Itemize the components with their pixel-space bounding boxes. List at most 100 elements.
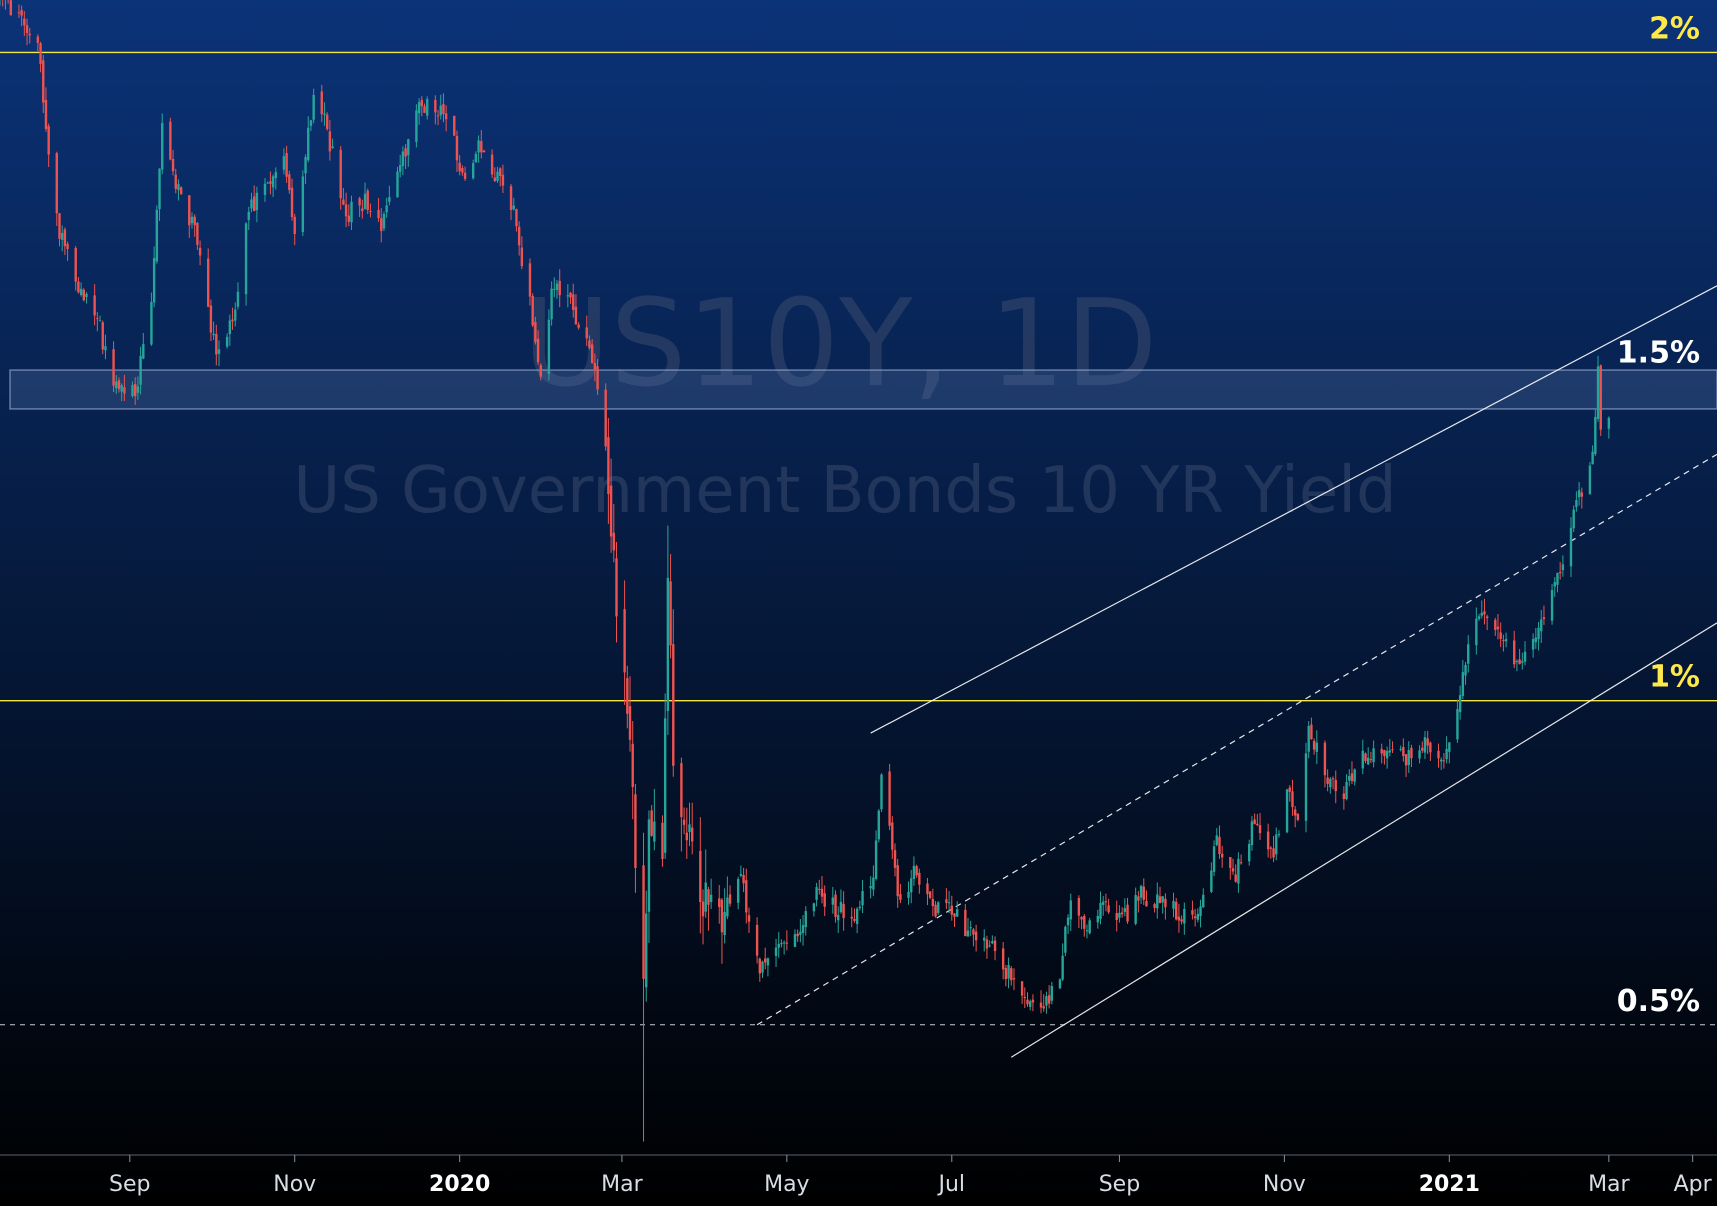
candle (1437, 743, 1440, 768)
candle (631, 720, 634, 820)
candle (1575, 491, 1578, 512)
candle (1193, 908, 1197, 927)
candle-body (912, 865, 916, 879)
candle (1004, 964, 1008, 987)
candle-body (1326, 777, 1329, 784)
candle-body (728, 894, 732, 904)
candle (255, 186, 259, 223)
candle-body (877, 810, 880, 840)
candle-body (993, 940, 997, 952)
candle-body (669, 581, 672, 646)
candle-body (266, 182, 269, 184)
candle (212, 321, 215, 341)
candle-body (177, 184, 180, 191)
candle (1137, 891, 1140, 913)
candle (1010, 965, 1013, 986)
watermark: US10Y, 1D US Government Bonds 10 YR Yiel… (293, 275, 1396, 528)
candle (66, 241, 69, 261)
candle (1391, 741, 1394, 753)
candle-body (536, 338, 540, 363)
candle (1588, 461, 1592, 495)
candle (1183, 902, 1186, 935)
candle-body (1334, 779, 1337, 792)
candle-body (23, 18, 26, 26)
candle-body (685, 832, 688, 841)
candle (1123, 898, 1127, 917)
candle (2, 0, 4, 7)
level-labels: 2% 1.5% 1% 0.5% (1617, 11, 1700, 1018)
candle (820, 876, 824, 904)
x-tick-label: Jul (937, 1172, 966, 1197)
candle-body (907, 891, 910, 898)
candle (136, 376, 140, 400)
candle (574, 294, 578, 325)
candle-body (77, 281, 80, 293)
candle-body (1080, 917, 1083, 920)
candle (704, 849, 707, 918)
candle (42, 54, 45, 113)
candle (839, 889, 843, 914)
candle (1399, 745, 1402, 752)
candle (1553, 577, 1556, 597)
candle (369, 203, 372, 218)
candle (1258, 813, 1262, 841)
candle (263, 178, 267, 202)
candle-body (1115, 913, 1118, 921)
candle (458, 154, 461, 176)
candle (766, 957, 770, 977)
candle-body (858, 906, 862, 909)
candle-body (209, 305, 213, 333)
candle-body (131, 384, 134, 397)
candle (1250, 816, 1254, 851)
candle-body (553, 288, 556, 290)
candle-body (234, 309, 237, 321)
candle (1277, 830, 1281, 838)
candle (777, 932, 780, 958)
candle-body (66, 243, 69, 250)
candle (482, 149, 486, 153)
candle (623, 580, 626, 705)
candle (642, 832, 645, 1142)
candle-body (344, 204, 348, 217)
candle-body (1161, 896, 1164, 903)
candle-body (937, 902, 940, 913)
candle (1429, 741, 1432, 762)
candle (252, 185, 256, 212)
candle (1266, 823, 1270, 858)
candle-body (150, 302, 153, 345)
candle-body (101, 322, 104, 350)
candle (1558, 561, 1562, 580)
candle (1275, 827, 1278, 861)
candle-body (331, 146, 334, 149)
candle (285, 145, 288, 183)
candle-body (1350, 773, 1354, 781)
candle-body (799, 931, 802, 935)
candle-body (615, 558, 618, 617)
candle-body (1553, 582, 1556, 587)
candle-body (1272, 848, 1275, 858)
candle-body (307, 127, 310, 161)
candle-body (1518, 659, 1521, 665)
candle-body (801, 925, 805, 933)
candle-body (1588, 465, 1592, 495)
candle (1253, 813, 1256, 825)
candle (774, 938, 778, 967)
candle (1607, 416, 1611, 439)
candle-body (309, 120, 313, 126)
candle-body (1212, 846, 1216, 872)
candle-body (1004, 968, 1008, 980)
candle-body (1315, 742, 1319, 752)
candle (1304, 742, 1308, 833)
candle-body (1477, 616, 1481, 620)
candle (398, 154, 402, 178)
candle-body (1031, 999, 1035, 1003)
candle (1513, 630, 1516, 669)
candles (0, 0, 1611, 1142)
candle-body (1504, 639, 1508, 642)
candle (477, 135, 480, 163)
candle-body (1248, 844, 1251, 862)
candle-body (1388, 750, 1392, 753)
candle (1099, 891, 1102, 925)
